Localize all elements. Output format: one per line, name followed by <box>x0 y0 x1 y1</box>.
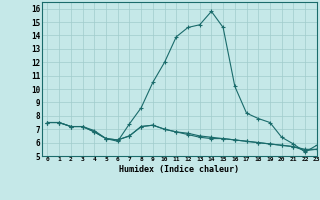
X-axis label: Humidex (Indice chaleur): Humidex (Indice chaleur) <box>119 165 239 174</box>
